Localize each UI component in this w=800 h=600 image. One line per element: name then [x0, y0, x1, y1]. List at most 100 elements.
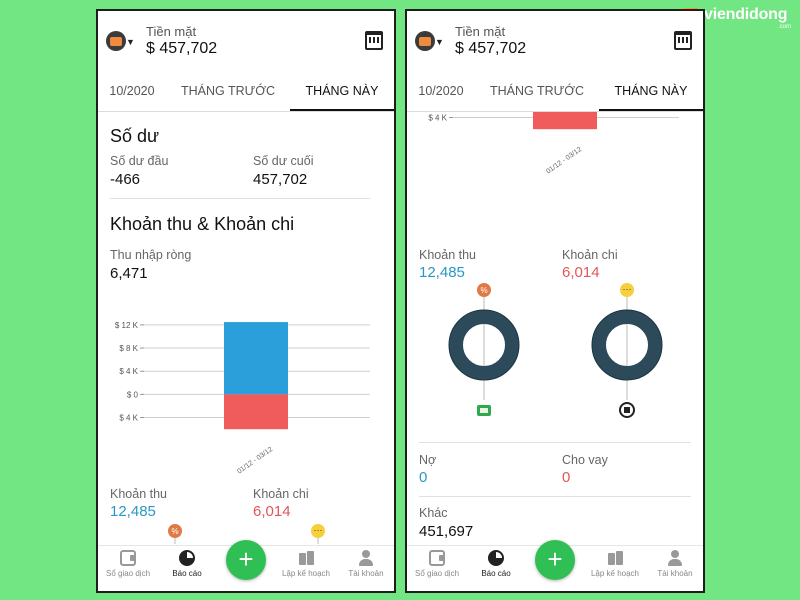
account-name: Tiền mặt [146, 24, 197, 39]
nav-reports[interactable]: Báo cáo [157, 550, 217, 578]
income-value: 12,485 [419, 264, 465, 281]
expense-bar [224, 394, 288, 430]
divider [419, 442, 691, 443]
nav-label: Báo cáo [172, 569, 202, 578]
x-tick-label: 01/12 - 03/12 [236, 446, 274, 475]
tab-month-10-2020[interactable]: 10/2020 [109, 84, 155, 98]
svg-text:···: ··· [623, 284, 632, 294]
add-transaction-button[interactable]: + [226, 540, 266, 580]
nav-account[interactable]: Tài khoản [336, 550, 394, 578]
tab-this-month[interactable]: THÁNG NÀY [290, 71, 394, 111]
nav-label: Lập kế hoạch [590, 569, 640, 578]
app-header: ▼ Tiền mặt $ 457,702 10/2020 THÁNG TRƯỚC… [98, 11, 394, 112]
app-header: ▼ Tiền mặt $ 457,702 10/2020 THÁNG TRƯỚC… [407, 11, 703, 112]
period-tabs: 10/2020 THÁNG TRƯỚC THÁNG NÀY [98, 71, 394, 111]
caret-down-icon: ▼ [126, 37, 135, 47]
income-bar [224, 322, 288, 395]
expense-donut [592, 310, 662, 380]
closing-balance-value: 457,702 [253, 171, 308, 188]
income-expense-title: Khoản thu & Khoản chi [110, 214, 295, 234]
debt-label: Nợ [419, 453, 437, 467]
nav-label: Tài khoản [657, 569, 693, 578]
income-donut [449, 310, 519, 380]
y-tick-label: $ 4 K [119, 414, 138, 423]
dots-icon [620, 283, 634, 297]
tab-this-month[interactable]: THÁNG NÀY [599, 71, 703, 111]
phone-screen-scrolled: ▼ Tiền mặt $ 457,702 10/2020 THÁNG TRƯỚC… [405, 9, 705, 593]
calendar-icon[interactable] [365, 31, 383, 50]
opening-balance-label: Số dư đầu [110, 154, 169, 168]
svg-text:%: % [171, 527, 178, 536]
tab-month-10-2020[interactable]: 10/2020 [418, 84, 464, 98]
svg-text:%: % [480, 286, 487, 295]
expense-value: 6,014 [253, 503, 291, 520]
pie-chart-icon [179, 550, 195, 566]
logo-subtext: .com [778, 24, 792, 30]
divider [110, 198, 370, 199]
wallet-icon [429, 550, 445, 566]
other-value: 451,697 [419, 523, 474, 540]
caret-down-icon: ▼ [435, 37, 444, 47]
y-tick-label: $ 4 K [119, 367, 138, 376]
net-income-label: Thu nhập ròng [110, 248, 192, 262]
svg-text:···: ··· [314, 525, 323, 535]
logo-text: viendidong [704, 6, 788, 23]
nav-label: Lập kế hoạch [281, 569, 331, 578]
debt-value: 0 [419, 469, 428, 486]
nav-planning[interactable]: Lập kế hoạch [585, 550, 645, 578]
period-tabs: 10/2020 THÁNG TRƯỚC THÁNG NÀY [407, 71, 703, 111]
balance-title: Số dư [110, 126, 160, 146]
dots-icon [311, 524, 325, 538]
x-tick-label: 01/12 - 03/12 [545, 146, 583, 175]
category-donuts: % ··· [448, 283, 663, 418]
bottom-navigation: Sổ giao dịch Báo cáo + Lập kế hoạch Tài … [407, 540, 703, 591]
y-tick-label: $ 12 K [115, 321, 139, 330]
account-name: Tiền mặt [455, 24, 506, 39]
nav-planning[interactable]: Lập kế hoạch [276, 550, 336, 578]
bottom-navigation: Sổ giao dịch Báo cáo + Lập kế hoạch Tài … [98, 540, 394, 591]
nav-label: Báo cáo [481, 569, 511, 578]
loan-value: 0 [562, 469, 571, 486]
y-tick-label: $ 0 [127, 390, 139, 399]
nav-label: Sổ giao dịch [105, 569, 151, 578]
plan-icon [607, 550, 623, 566]
percent-icon [477, 283, 491, 297]
tab-last-month[interactable]: THÁNG TRƯỚC [180, 84, 276, 98]
add-transaction-button[interactable]: + [535, 540, 575, 580]
user-icon [667, 550, 683, 566]
wallet-icon [415, 31, 435, 51]
phone-screen-overview: ▼ Tiền mặt $ 457,702 10/2020 THÁNG TRƯỚC… [96, 9, 396, 593]
divider [419, 496, 691, 497]
y-tick-label: $ 8 K [119, 344, 138, 353]
percent-icon [168, 524, 182, 538]
nav-transactions[interactable]: Sổ giao dịch [98, 550, 158, 578]
wallet-icon [120, 550, 136, 566]
nav-transactions[interactable]: Sổ giao dịch [407, 550, 467, 578]
report-content: $ 12 K$ 8 K$ 4 K$ 0$ 4 K01/12 - 03/12 Kh… [407, 112, 703, 544]
expense-value: 6,014 [562, 264, 600, 281]
wallet-selector[interactable]: ▼ [106, 31, 135, 51]
income-expense-bar-chart: $ 12 K$ 8 K$ 4 K$ 0$ 4 K01/12 - 03/12 [428, 112, 679, 175]
nav-account[interactable]: Tài khoản [645, 550, 703, 578]
plan-icon [298, 550, 314, 566]
report-content: Số dư Số dư đầu -466 Số dư cuối 457,702 … [98, 112, 394, 544]
nav-label: Tài khoản [348, 569, 384, 578]
wallet-selector[interactable]: ▼ [415, 31, 444, 51]
loan-label: Cho vay [562, 453, 608, 467]
opening-balance-value: -466 [110, 171, 141, 188]
tab-last-month[interactable]: THÁNG TRƯỚC [489, 84, 585, 98]
account-balance: $ 457,702 [146, 40, 218, 57]
nav-reports[interactable]: Báo cáo [466, 550, 526, 578]
y-tick-label: $ 4 K [428, 114, 447, 123]
account-balance: $ 457,702 [455, 40, 527, 57]
income-expense-bar-chart: $ 12 K $ 8 K $ 4 K $ 0 $ 4 K 01/12 - 03/12 [115, 321, 370, 475]
expense-label: Khoản chi [253, 487, 309, 501]
expense-label: Khoản chi [562, 248, 618, 262]
income-label: Khoản thu [419, 248, 476, 262]
donut-icons-peek: % ··· [168, 524, 325, 544]
pie-chart-icon [488, 550, 504, 566]
calendar-icon[interactable] [674, 31, 692, 50]
expense-bar [533, 112, 597, 130]
net-income-value: 6,471 [110, 265, 148, 282]
other-label: Khác [419, 506, 448, 520]
